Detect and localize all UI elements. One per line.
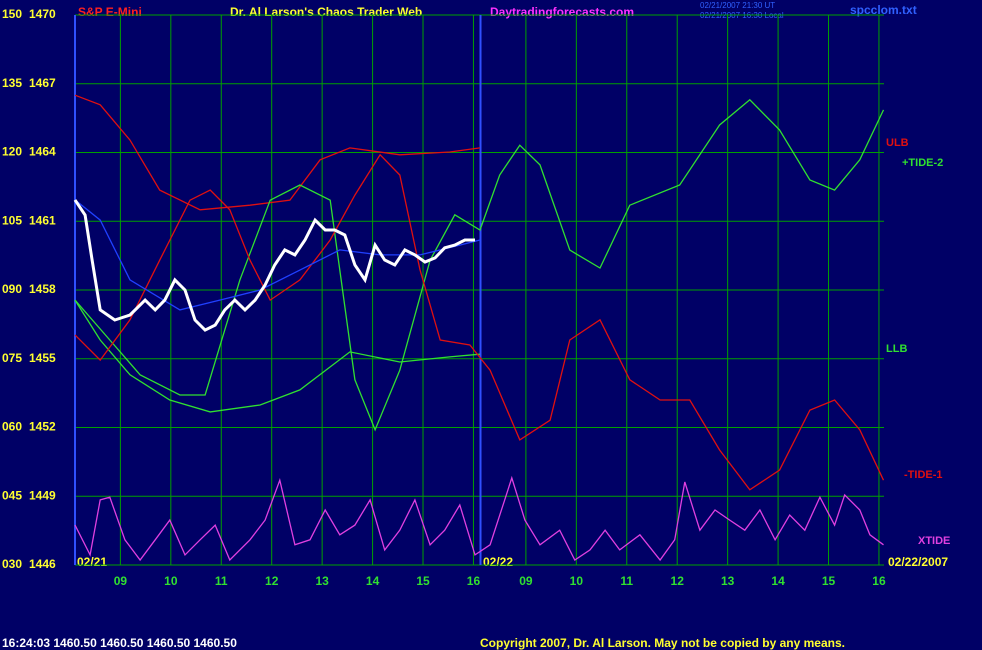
series-line <box>74 475 884 562</box>
y-tick-label: 135 <box>2 76 22 90</box>
y-tick-label: 030 <box>2 557 22 571</box>
file-name: spcclom.txt <box>850 3 917 17</box>
x-tick-label: 16 <box>467 574 481 588</box>
series-line <box>74 94 481 211</box>
y2-tick-label: 1452 <box>29 420 56 434</box>
series-label: LLB <box>886 343 907 355</box>
y2-tick-label: 1458 <box>29 282 56 296</box>
x-tick-label: 13 <box>721 574 735 588</box>
series-line <box>73 199 475 332</box>
y-tick-label: 150 <box>2 7 22 21</box>
x-tick-label: 10 <box>164 574 178 588</box>
x-tick-label: 14 <box>366 574 380 588</box>
chart-title: Dr. Al Larson's Chaos Trader Web <box>230 5 422 19</box>
y2-tick-label: 1461 <box>29 213 56 227</box>
y2-tick-label: 1455 <box>29 351 56 365</box>
y-tick-label: 105 <box>2 213 22 227</box>
x-tick-label: 09 <box>114 574 128 588</box>
quote: 16:24:03 1460.50 1460.50 1460.50 1460.50 <box>2 636 237 650</box>
y2-tick-label: 1449 <box>29 488 56 502</box>
timestamp-ut: 02/21/2007 21:30 UT <box>700 1 775 10</box>
x-tick-label: 15 <box>416 574 430 588</box>
instrument: S&P E-Mini <box>78 5 142 19</box>
date-divider: 02/22 <box>483 555 513 569</box>
x-tick-label: 09 <box>519 574 533 588</box>
copyright: Copyright 2007, Dr. Al Larson. May not b… <box>480 636 845 650</box>
y2-tick-label: 1446 <box>29 557 56 571</box>
series-line <box>74 199 481 311</box>
series-line <box>74 153 885 491</box>
y2-tick-label: 1464 <box>29 145 56 159</box>
y-tick-label: 075 <box>2 351 22 365</box>
x-tick-label: 15 <box>822 574 836 588</box>
y2-tick-label: 1467 <box>29 76 56 90</box>
x-tick-label: 16 <box>872 574 886 588</box>
x-tick-label: 14 <box>771 574 785 588</box>
series-label: +TIDE-2 <box>902 157 943 169</box>
series-line <box>74 98 885 432</box>
y-tick-label: 120 <box>2 145 22 159</box>
site: Daytradingforecasts.com <box>490 5 634 19</box>
date-start: 02/21 <box>77 555 107 569</box>
x-tick-label: 11 <box>620 574 633 588</box>
x-tick-label: 12 <box>671 574 685 588</box>
y-tick-label: 060 <box>2 420 22 434</box>
series-label: -TIDE-1 <box>904 469 943 481</box>
y-tick-label: 045 <box>2 488 22 502</box>
y-tick-label: 090 <box>2 282 22 296</box>
x-tick-label: 11 <box>215 574 228 588</box>
timestamp-local: 02/21/2007 16:30 Local <box>700 11 784 20</box>
series-line <box>74 299 481 413</box>
date-end: 02/22/2007 <box>888 555 948 569</box>
series-label: XTIDE <box>918 535 950 547</box>
y2-tick-label: 1470 <box>29 7 56 21</box>
x-tick-label: 13 <box>315 574 329 588</box>
series-label: ULB <box>886 137 909 149</box>
x-tick-label: 12 <box>265 574 279 588</box>
x-tick-label: 10 <box>570 574 584 588</box>
